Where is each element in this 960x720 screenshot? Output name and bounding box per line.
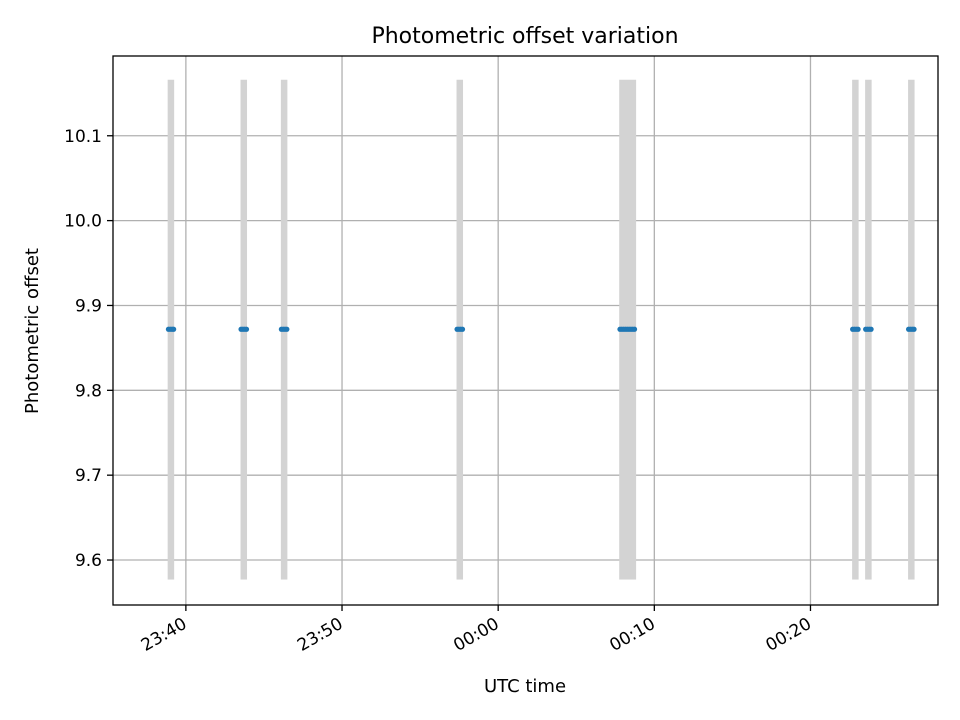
y-axis-label: Photometric offset (22, 248, 43, 414)
data-point (911, 326, 917, 332)
y-tick-label: 10.1 (64, 127, 102, 147)
data-point (171, 326, 177, 332)
x-tick-label: 00:20 (763, 614, 815, 656)
data-point (855, 326, 861, 332)
y-tick-label: 9.8 (75, 381, 102, 401)
x-axis-label: UTC time (484, 676, 566, 697)
grid (113, 56, 938, 605)
data-point (243, 326, 250, 332)
plot-frame (112, 55, 939, 606)
data-point (459, 326, 466, 332)
data-point (284, 326, 290, 332)
data-point (631, 326, 638, 332)
chart-title: Photometric offset variation (371, 24, 678, 49)
data-point (868, 326, 874, 332)
x-tick-label: 00:10 (606, 614, 658, 656)
y-tick-label: 9.7 (75, 466, 102, 486)
data-points (165, 326, 917, 332)
x-tick-label: 23:50 (294, 614, 346, 656)
x-tick-label: 23:40 (138, 614, 190, 656)
y-tick-label: 9.9 (75, 296, 102, 316)
x-tick-label: 00:00 (450, 614, 502, 656)
y-tick-label: 10.0 (64, 212, 102, 232)
y-tick-label: 9.6 (75, 551, 102, 571)
x-axis-ticks: 23:40 23:50 00:00 00:10 00:20 (138, 605, 815, 656)
y-axis-ticks: 9.6 9.7 9.8 9.9 10.0 10.1 (64, 127, 113, 571)
